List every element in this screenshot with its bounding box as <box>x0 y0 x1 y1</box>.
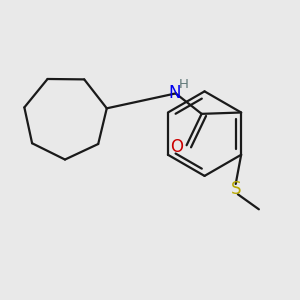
Text: H: H <box>178 78 188 91</box>
Text: S: S <box>230 180 241 198</box>
Text: O: O <box>170 138 183 156</box>
Text: N: N <box>168 84 181 102</box>
